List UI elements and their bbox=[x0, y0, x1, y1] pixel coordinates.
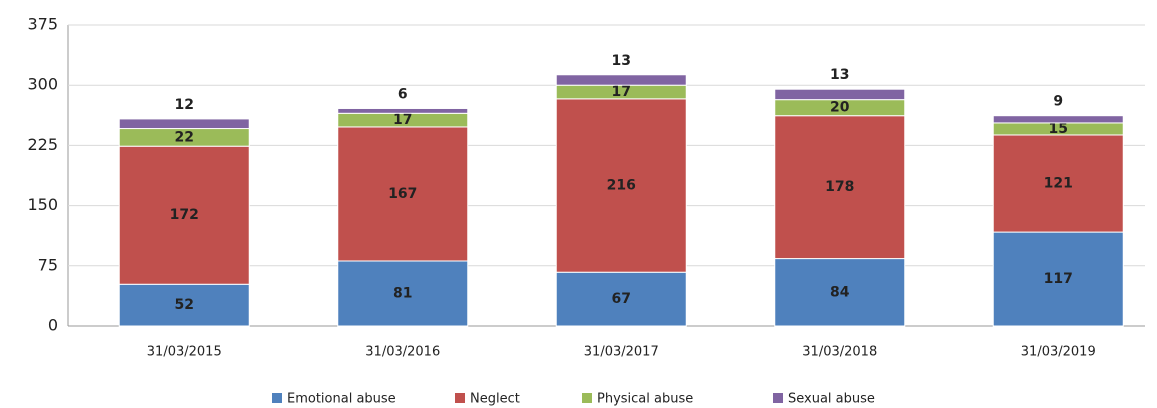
data-label: 22 bbox=[175, 129, 194, 145]
data-label: 17 bbox=[612, 84, 631, 100]
legend-swatch bbox=[773, 393, 783, 403]
legend-label: Neglect bbox=[470, 392, 520, 407]
data-label: 81 bbox=[393, 285, 412, 301]
data-label: 121 bbox=[1044, 176, 1073, 192]
data-label: 20 bbox=[830, 100, 850, 116]
bar-segment bbox=[118, 283, 250, 327]
data-label: 13 bbox=[612, 53, 631, 69]
legend-swatch bbox=[582, 393, 592, 403]
y-tick-label: 75 bbox=[38, 255, 58, 274]
x-tick-label: 31/03/2018 bbox=[802, 345, 877, 360]
legend-swatch bbox=[272, 393, 282, 403]
bar-segment bbox=[774, 258, 906, 327]
data-label: 17 bbox=[393, 112, 412, 128]
bar-segment bbox=[118, 145, 250, 285]
legend-label: Physical abuse bbox=[597, 392, 693, 407]
bar-segment bbox=[555, 271, 687, 327]
data-label: 67 bbox=[612, 291, 631, 307]
x-tick-label: 31/03/2017 bbox=[584, 345, 659, 360]
data-label: 6 bbox=[398, 86, 408, 102]
bar-segment bbox=[992, 231, 1124, 327]
x-tick-label: 31/03/2019 bbox=[1021, 345, 1096, 360]
legend-label: Sexual abuse bbox=[788, 392, 875, 407]
data-label: 178 bbox=[825, 179, 854, 195]
data-label: 52 bbox=[175, 297, 194, 313]
data-label: 15 bbox=[1049, 121, 1068, 137]
bar-segment bbox=[118, 118, 250, 130]
bar-segment bbox=[555, 74, 687, 86]
data-label: 172 bbox=[170, 207, 199, 223]
bar-segment bbox=[774, 115, 906, 260]
x-tick-label: 31/03/2015 bbox=[147, 345, 222, 360]
bar-segment bbox=[337, 126, 469, 262]
y-tick-label: 225 bbox=[27, 135, 58, 154]
legend-label: Emotional abuse bbox=[287, 392, 396, 407]
data-label: 12 bbox=[175, 97, 194, 113]
bar-segment bbox=[555, 98, 687, 273]
bar-segment bbox=[992, 134, 1124, 233]
data-label: 84 bbox=[830, 284, 850, 300]
bar-segment bbox=[774, 88, 906, 101]
bar-segment bbox=[992, 115, 1124, 124]
x-tick-label: 31/03/2016 bbox=[365, 345, 440, 360]
y-tick-label: 300 bbox=[27, 75, 58, 94]
data-label: 216 bbox=[607, 178, 636, 194]
y-tick-label: 375 bbox=[27, 15, 58, 34]
bar-segment bbox=[337, 260, 469, 327]
data-label: 117 bbox=[1044, 271, 1073, 287]
y-tick-label: 150 bbox=[27, 195, 58, 214]
data-label: 167 bbox=[388, 186, 417, 202]
data-label: 13 bbox=[830, 67, 849, 83]
y-tick-label: 0 bbox=[48, 316, 58, 335]
legend-swatch bbox=[455, 393, 465, 403]
bar-segment bbox=[337, 107, 469, 114]
data-label: 9 bbox=[1053, 94, 1063, 110]
